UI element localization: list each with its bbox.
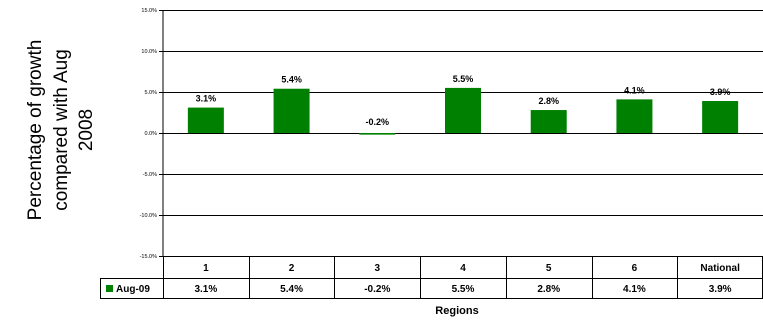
- data-label: 3.9%: [710, 87, 731, 97]
- bar: [359, 133, 396, 135]
- data-label: 5.4%: [281, 75, 302, 85]
- x-axis-title: Regions: [435, 305, 478, 317]
- table-value: 5.4%: [280, 284, 303, 295]
- data-label: 2.8%: [538, 96, 559, 106]
- y-tick-label: 10.0%: [141, 49, 157, 55]
- data-labels: 3.1% 5.4% -0.2% 5.5% 2.8% 4.1% 3.9%: [196, 74, 731, 127]
- data-label: -0.2%: [366, 117, 390, 127]
- bar: [187, 107, 224, 133]
- x-category-label: 1: [203, 263, 209, 274]
- legend-label: Aug-09: [116, 284, 150, 295]
- data-label: 3.1%: [196, 94, 217, 104]
- bars: [187, 87, 739, 135]
- y-tick-label: -5.0%: [143, 172, 157, 178]
- bar: [616, 99, 653, 133]
- x-category-label: 4: [460, 263, 466, 274]
- y-tick-label: -15.0%: [140, 254, 158, 260]
- table-value: 2.8%: [537, 284, 560, 295]
- y-tick-label: 5.0%: [144, 90, 157, 96]
- x-category-label: 3: [375, 263, 381, 274]
- legend-swatch: [106, 285, 113, 292]
- table-value: 5.5%: [452, 284, 475, 295]
- bar: [445, 87, 481, 133]
- y-tick-label: 15.0%: [141, 8, 157, 14]
- data-label: 4.1%: [624, 85, 645, 95]
- table-value: 4.1%: [623, 284, 646, 295]
- x-category-label: National: [700, 263, 740, 274]
- x-category-label: 2: [289, 263, 295, 274]
- y-tick-label: -10.0%: [140, 213, 158, 219]
- bar: [530, 110, 567, 133]
- y-axis-title-line: 2008: [76, 109, 97, 151]
- x-category-label: 6: [632, 263, 638, 274]
- table-value: 3.9%: [709, 284, 732, 295]
- bar: [273, 88, 310, 133]
- gridlines: [159, 10, 763, 257]
- table-value: 3.1%: [194, 284, 217, 295]
- y-axis-title-line: Percentage of growth: [25, 40, 46, 221]
- data-table: 1 3.1% 2 5.4% 3 -0.2% 4 5.5% 5 2.8% 6 4.1% National 3…: [100, 256, 763, 299]
- y-tick-labels: 15.0% 10.0% 5.0% 0.0% -5.0% -10.0% -15.0%: [140, 8, 158, 260]
- bar: [702, 101, 739, 133]
- x-category-label: 5: [546, 263, 552, 274]
- y-tick-label: 0.0%: [144, 131, 157, 137]
- y-axis-title: Percentage of growth compared with Aug 200…: [25, 40, 97, 221]
- table-value: -0.2%: [364, 284, 390, 295]
- data-label: 5.5%: [453, 74, 474, 84]
- y-axis-title-line: compared with Aug: [51, 49, 72, 211]
